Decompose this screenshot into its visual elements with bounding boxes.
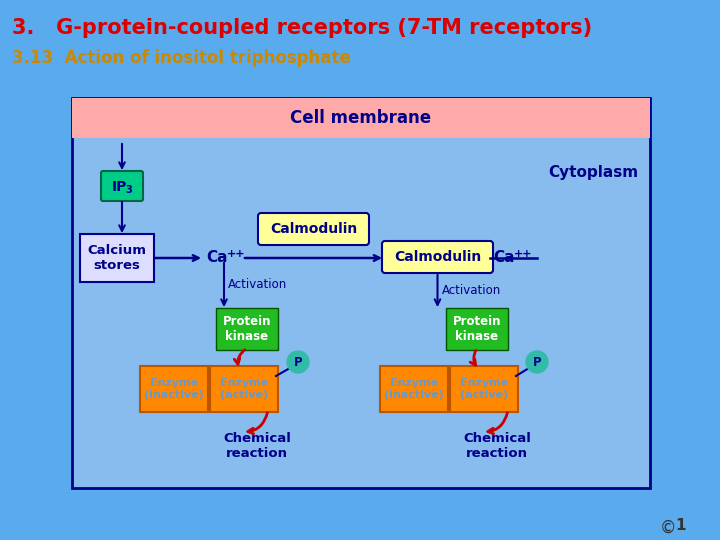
- Text: Protein
kinase: Protein kinase: [222, 315, 271, 343]
- Text: IP: IP: [112, 180, 127, 194]
- Text: 3: 3: [125, 185, 132, 195]
- Text: Cell membrane: Cell membrane: [290, 109, 431, 127]
- Text: Cytoplasm: Cytoplasm: [548, 165, 638, 180]
- Text: Activation: Activation: [441, 284, 500, 296]
- FancyBboxPatch shape: [80, 234, 154, 282]
- FancyBboxPatch shape: [450, 366, 518, 412]
- Text: Ca: Ca: [493, 249, 515, 265]
- Text: ++: ++: [514, 249, 533, 259]
- Text: Chemical
reaction: Chemical reaction: [223, 432, 291, 460]
- Text: Ca: Ca: [206, 249, 228, 265]
- FancyBboxPatch shape: [72, 98, 650, 488]
- FancyBboxPatch shape: [101, 171, 143, 201]
- Text: Activation: Activation: [228, 278, 287, 291]
- Text: P: P: [533, 355, 541, 368]
- FancyBboxPatch shape: [382, 241, 493, 273]
- Text: Enzyme
(active): Enzyme (active): [460, 378, 508, 400]
- Text: Enzyme
(inactive): Enzyme (inactive): [144, 378, 204, 400]
- Text: Calmodulin: Calmodulin: [270, 222, 357, 236]
- Text: 3.   G-protein-coupled receptors (7-TM receptors): 3. G-protein-coupled receptors (7-TM rec…: [12, 18, 592, 38]
- FancyBboxPatch shape: [210, 366, 278, 412]
- Text: 3.13  Action of inositol triphosphate: 3.13 Action of inositol triphosphate: [12, 49, 351, 67]
- FancyBboxPatch shape: [140, 366, 208, 412]
- Text: ++: ++: [227, 249, 246, 259]
- FancyBboxPatch shape: [258, 213, 369, 245]
- FancyBboxPatch shape: [380, 366, 448, 412]
- FancyBboxPatch shape: [216, 308, 278, 350]
- FancyBboxPatch shape: [446, 308, 508, 350]
- Circle shape: [526, 351, 548, 373]
- Text: Protein
kinase: Protein kinase: [453, 315, 501, 343]
- Text: Enzyme
(active): Enzyme (active): [220, 378, 268, 400]
- Text: ©: ©: [660, 519, 677, 537]
- Text: Calmodulin: Calmodulin: [394, 250, 481, 264]
- Text: Calcium
stores: Calcium stores: [88, 244, 146, 272]
- Text: Chemical
reaction: Chemical reaction: [463, 432, 531, 460]
- Text: Enzyme
(inactive): Enzyme (inactive): [384, 378, 444, 400]
- Text: 1: 1: [675, 518, 685, 534]
- FancyBboxPatch shape: [72, 98, 650, 138]
- Text: P: P: [294, 355, 302, 368]
- Circle shape: [287, 351, 309, 373]
